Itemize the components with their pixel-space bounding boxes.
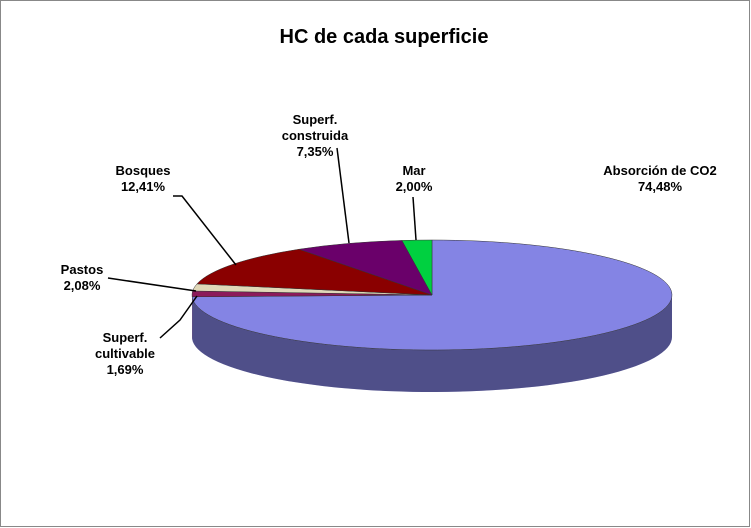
data-label: Pastos 2,08% xyxy=(47,262,117,294)
value-label: 74,48% xyxy=(637,179,683,194)
category-label: Absorción de CO2 xyxy=(603,163,717,178)
category-label: Mar xyxy=(402,163,426,178)
value-label: 12,41% xyxy=(120,179,166,194)
leader-line xyxy=(412,196,417,241)
slice-side xyxy=(192,295,673,393)
category-label: Superf. construida xyxy=(281,112,349,143)
value-label: 2,00% xyxy=(395,179,433,194)
category-label: Superf. cultivable xyxy=(95,330,155,361)
leader-line xyxy=(336,147,350,244)
data-label: Superf. construida 7,35% xyxy=(275,112,355,160)
value-label: 1,69% xyxy=(106,362,144,377)
slice xyxy=(298,240,433,296)
data-label: Bosques 12,41% xyxy=(103,163,183,195)
side-shade xyxy=(192,295,673,393)
category-label: Pastos xyxy=(60,262,104,277)
slice xyxy=(196,248,433,296)
chart-title: HC de cada superficie xyxy=(279,26,489,48)
leader-line xyxy=(159,295,198,339)
data-label: Superf. cultivable 1,69% xyxy=(85,330,165,378)
data-label: Mar 2,00% xyxy=(389,163,439,195)
slice xyxy=(401,239,433,296)
value-label: 7,35% xyxy=(296,144,334,159)
value-label: 2,08% xyxy=(63,278,101,293)
data-label: Absorción de CO2 74,48% xyxy=(603,163,718,195)
leader-line xyxy=(107,277,197,292)
category-label: Bosques xyxy=(115,163,171,178)
leader-line xyxy=(173,195,237,266)
